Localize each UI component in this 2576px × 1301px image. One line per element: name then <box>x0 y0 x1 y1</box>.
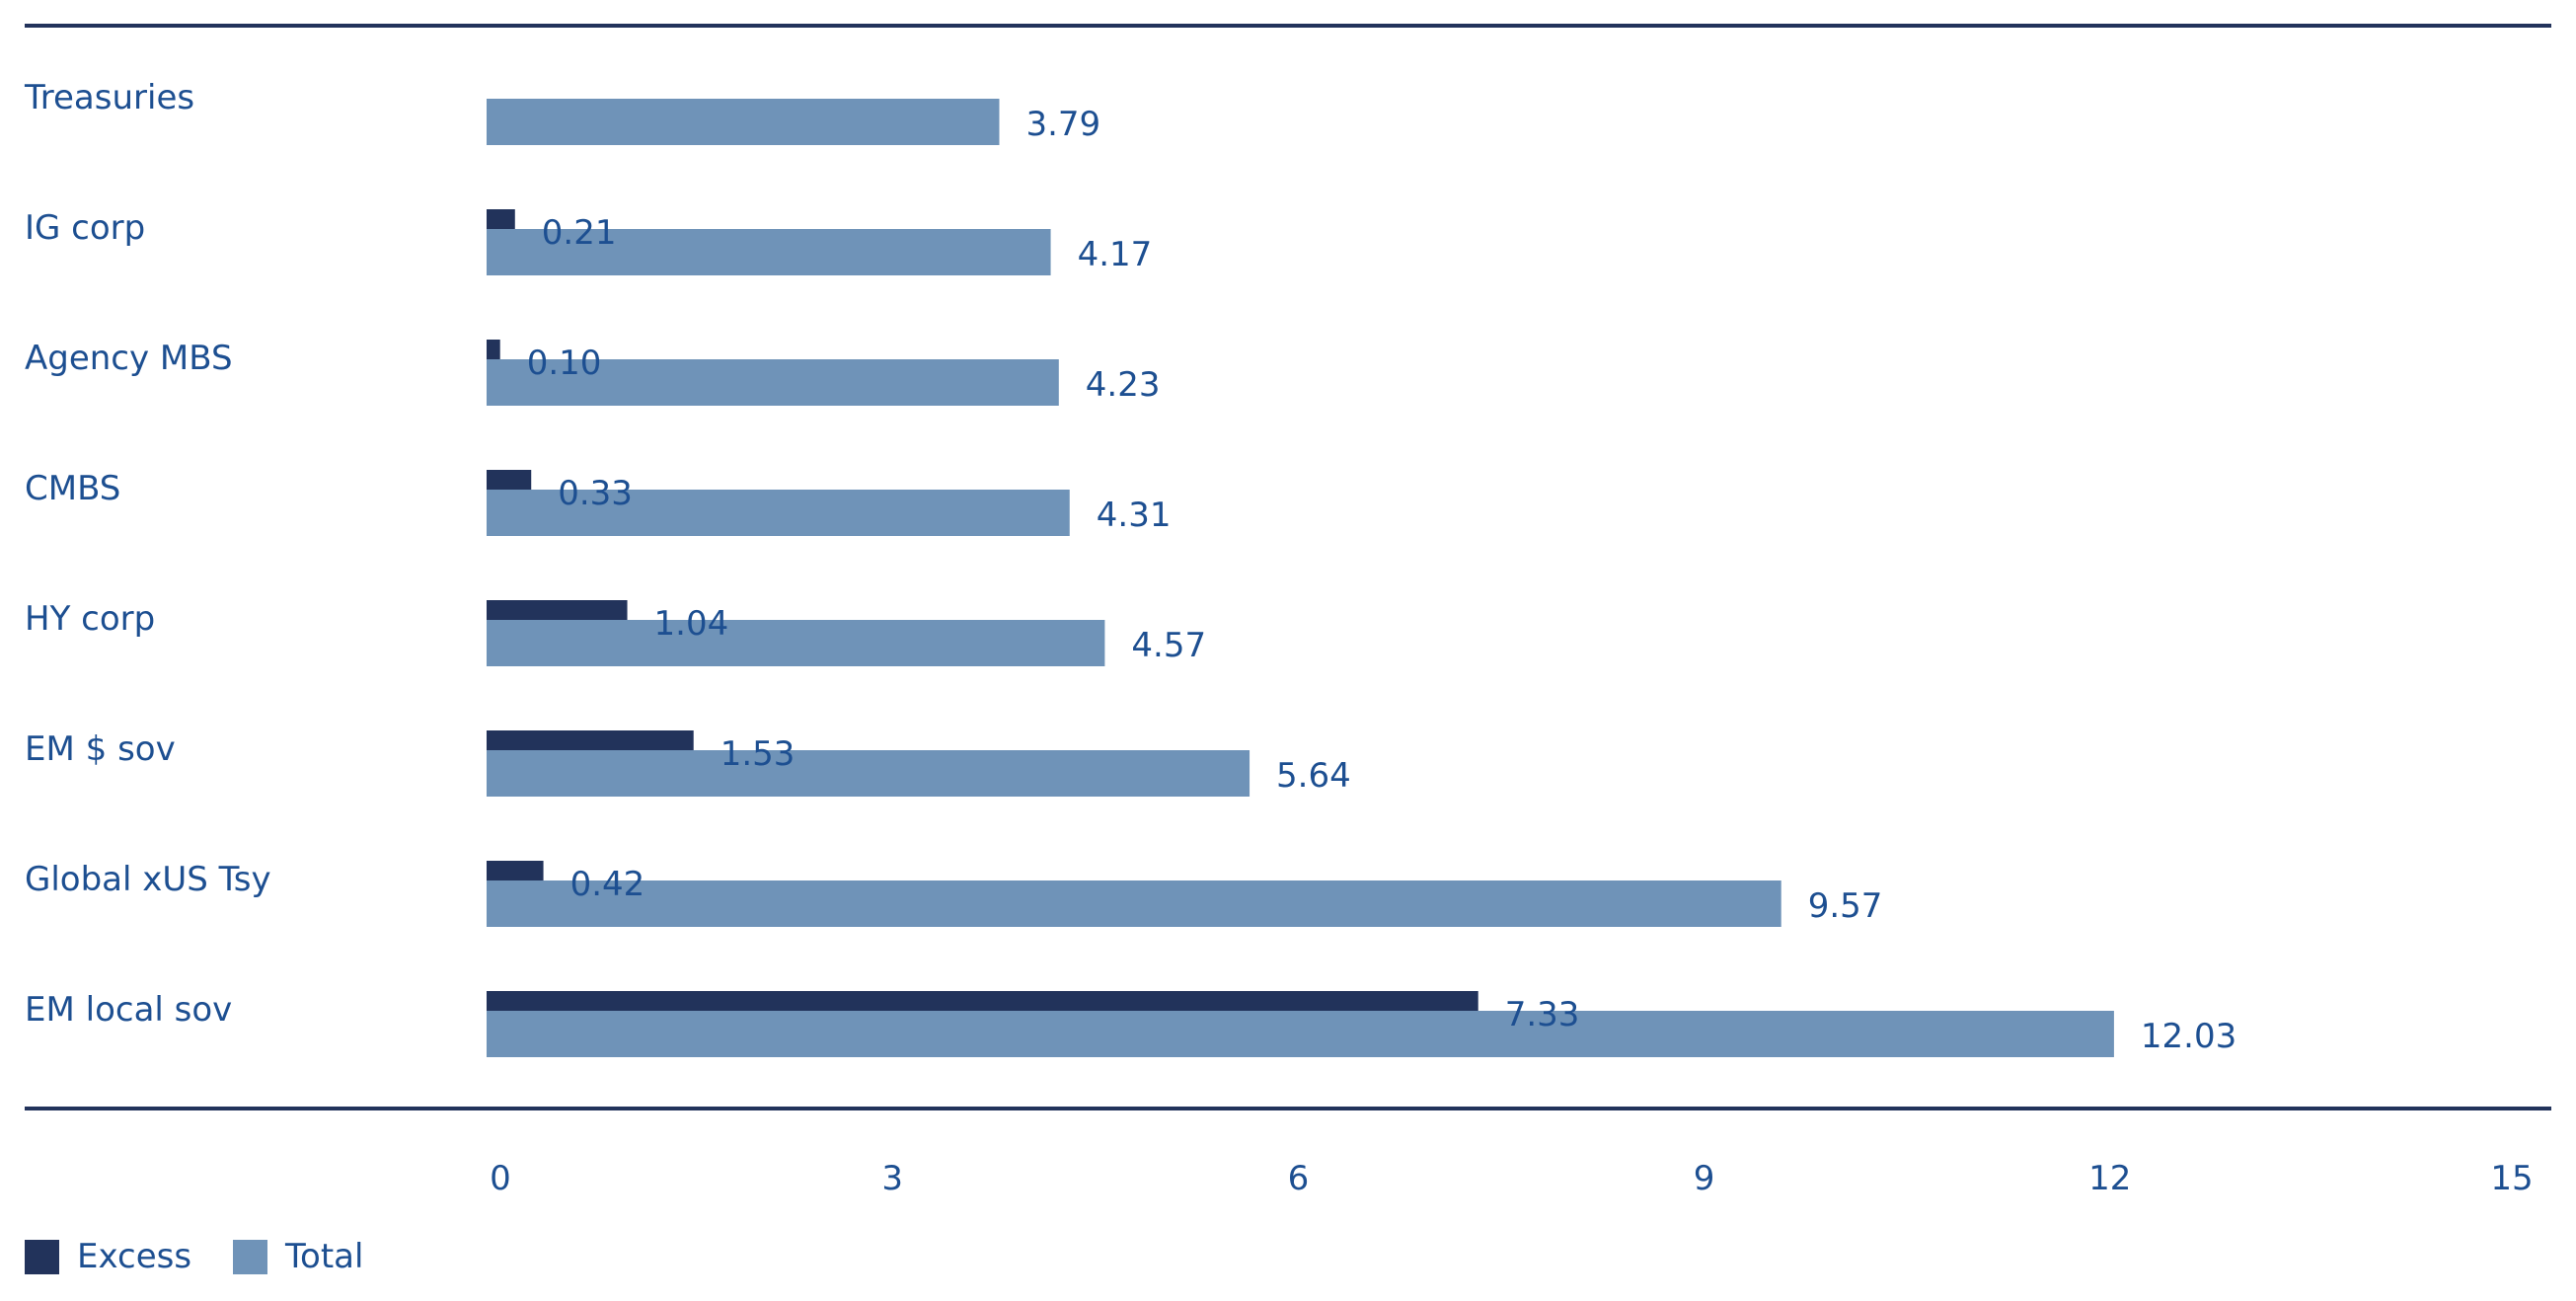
value-label-total: 9.57 <box>1808 886 1883 926</box>
legend-swatch-total <box>233 1239 268 1274</box>
value-label-excess: 7.33 <box>1505 995 1580 1034</box>
category-label: EM local sov <box>25 990 232 1030</box>
category-label: Agency MBS <box>25 339 233 378</box>
value-label-excess: 0.10 <box>527 344 602 383</box>
legend-item-total: Total <box>233 1237 363 1276</box>
x-tick-label: 12 <box>2088 1159 2131 1198</box>
value-label-total: 4.57 <box>1131 626 1206 665</box>
x-tick-label: 6 <box>1288 1159 1310 1198</box>
value-label-excess: 1.04 <box>654 604 729 644</box>
value-label-total: 4.31 <box>1097 496 1172 535</box>
category-label: HY corp <box>25 599 155 639</box>
bar-total <box>487 1011 2114 1057</box>
x-tick-label: 15 <box>2490 1159 2533 1198</box>
bars <box>487 99 2114 1057</box>
x-axis-tick-labels: 0 3 6 9 12 15 <box>490 1159 2533 1198</box>
category-label: Global xUS Tsy <box>25 860 271 899</box>
bar-total <box>487 490 1070 536</box>
value-label-total: 3.79 <box>1025 105 1100 144</box>
category-label: CMBS <box>25 469 120 508</box>
category-labels: Treasuries IG corp Agency MBS CMBS HY corp EM… <box>24 78 271 1030</box>
bar-total <box>487 229 1051 275</box>
value-label-total: 5.64 <box>1276 756 1351 796</box>
legend-item-excess: Excess <box>25 1237 191 1276</box>
value-label-total: 4.17 <box>1078 235 1153 274</box>
bar-total <box>487 620 1105 666</box>
legend: Excess Total <box>25 1237 405 1276</box>
value-labels: 3.79 0.21 4.17 0.10 4.23 0.33 4.31 1.04 4.57 1.53… <box>527 105 2237 1056</box>
x-tick-label: 0 <box>490 1159 511 1198</box>
bar-total <box>487 359 1059 406</box>
bar-total <box>487 880 1781 927</box>
x-tick-label: 3 <box>881 1159 903 1198</box>
value-label-excess: 1.53 <box>720 734 796 774</box>
x-tick-label: 9 <box>1694 1159 1715 1198</box>
legend-swatch-excess <box>25 1239 59 1274</box>
category-label: EM $ sov <box>25 729 176 769</box>
category-label: Treasuries <box>24 78 194 117</box>
value-label-total: 12.03 <box>2141 1017 2236 1056</box>
legend-label-excess: Excess <box>77 1237 192 1276</box>
value-label-total: 4.23 <box>1086 365 1161 405</box>
category-label: IG corp <box>25 208 145 248</box>
bar-total <box>487 750 1250 797</box>
value-label-excess: 0.21 <box>542 213 617 253</box>
value-label-excess: 0.42 <box>570 865 645 904</box>
legend-label-total: Total <box>285 1237 364 1276</box>
value-label-excess: 0.33 <box>558 474 633 513</box>
bar-total <box>487 99 1000 145</box>
